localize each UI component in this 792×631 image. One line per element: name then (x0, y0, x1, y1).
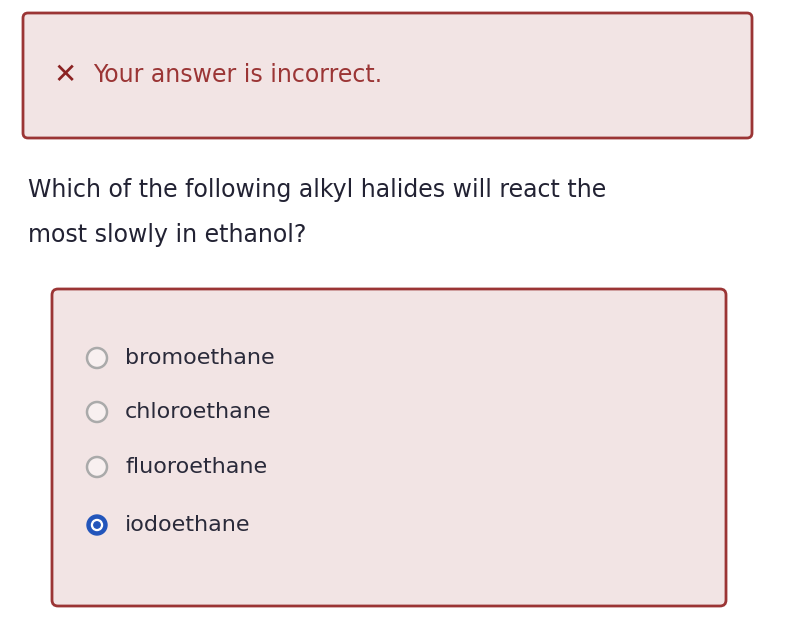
Text: fluoroethane: fluoroethane (125, 457, 267, 477)
Text: Your answer is incorrect.: Your answer is incorrect. (93, 64, 382, 88)
Text: Which of the following alkyl halides will react the: Which of the following alkyl halides wil… (28, 178, 606, 202)
Text: most slowly in ethanol?: most slowly in ethanol? (28, 223, 307, 247)
Circle shape (87, 457, 107, 477)
FancyBboxPatch shape (52, 289, 726, 606)
Circle shape (87, 515, 107, 535)
Circle shape (87, 348, 107, 368)
Text: bromoethane: bromoethane (125, 348, 275, 368)
Circle shape (87, 402, 107, 422)
FancyBboxPatch shape (23, 13, 752, 138)
Circle shape (92, 519, 102, 531)
Circle shape (93, 522, 101, 528)
Text: iodoethane: iodoethane (125, 515, 250, 535)
Text: chloroethane: chloroethane (125, 402, 272, 422)
Text: ✕: ✕ (53, 61, 77, 90)
